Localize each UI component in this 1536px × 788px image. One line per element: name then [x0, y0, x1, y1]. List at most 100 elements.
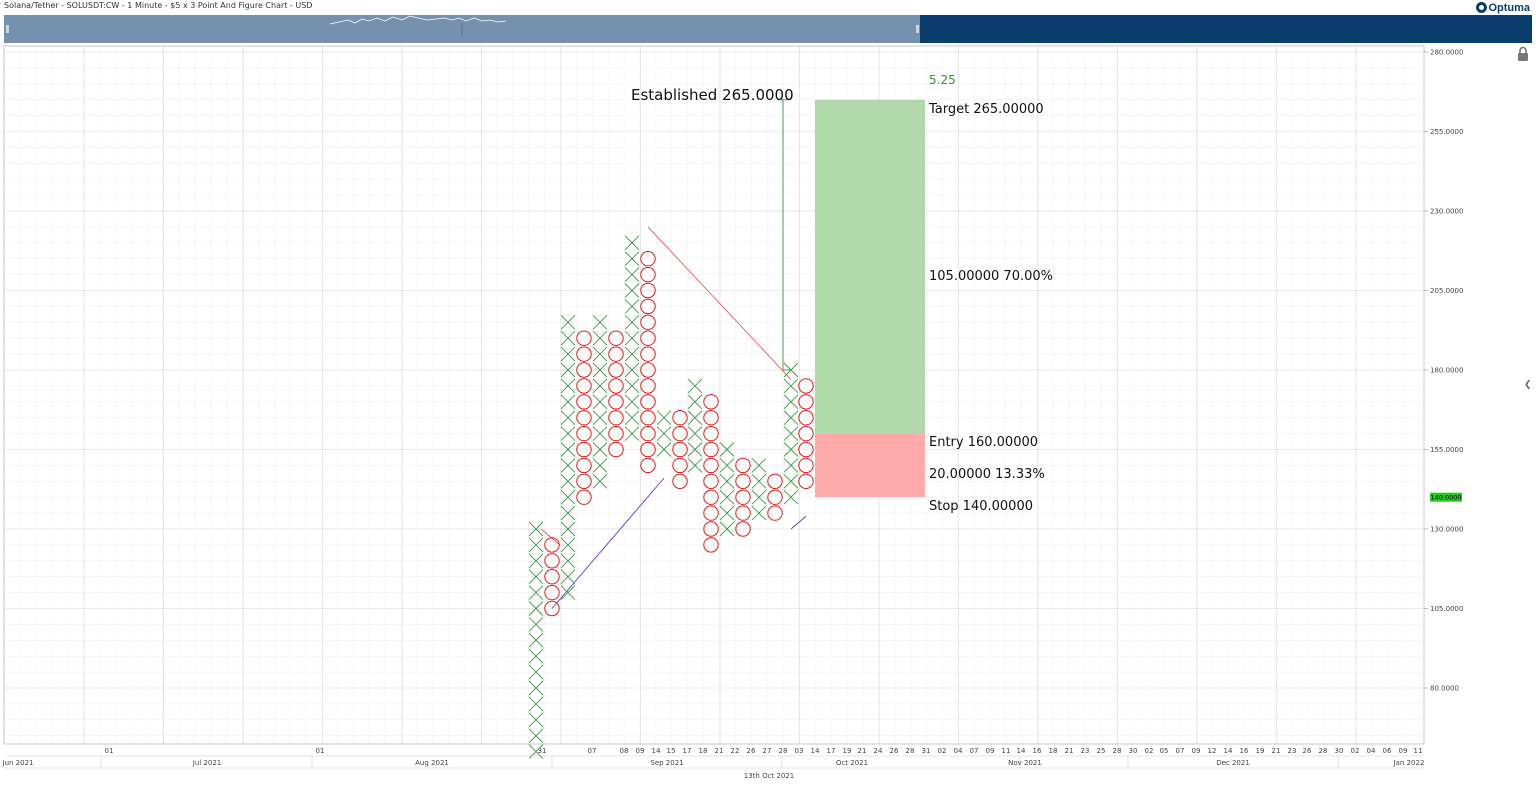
- pf-x-mark: [528, 521, 544, 537]
- pf-x-mark: [783, 394, 799, 410]
- pf-x-mark: [560, 505, 576, 521]
- pf-o-mark: [798, 378, 814, 394]
- pf-o-mark: [703, 457, 719, 474]
- pf-x-mark: [592, 394, 608, 410]
- pf-x-mark: [687, 394, 703, 410]
- collapse-panel-chevron-icon[interactable]: ❮: [1524, 380, 1532, 390]
- date-tick-label: 25: [1097, 747, 1106, 755]
- month-label: Sep 2021: [650, 759, 683, 767]
- pf-o-mark: [640, 330, 656, 346]
- pf-x-mark: [528, 617, 544, 632]
- pf-o-mark: [767, 505, 783, 521]
- brand-logo: Optuma: [1476, 1, 1530, 14]
- pf-o-mark: [544, 553, 560, 569]
- date-tick-label: 19: [843, 747, 852, 755]
- pf-x-mark: [624, 330, 640, 346]
- pf-x-mark: [592, 330, 608, 346]
- month-label: Aug 2021: [415, 759, 449, 767]
- pf-x-mark: [783, 473, 799, 489]
- price-badge-value: 140.0000: [1430, 494, 1461, 502]
- date-tick-label: 23: [1288, 747, 1297, 755]
- date-tick-label: 23: [1081, 747, 1090, 755]
- pf-o-mark: [672, 410, 688, 426]
- pf-o-mark: [672, 473, 688, 489]
- pf-o-mark: [640, 378, 656, 394]
- pf-x-mark: [560, 553, 576, 569]
- pf-o-mark: [640, 314, 656, 330]
- pf-x-mark: [560, 314, 576, 330]
- price-tick-label: 230.0000: [1430, 208, 1463, 216]
- pf-x-mark: [560, 362, 576, 378]
- pf-o-mark: [640, 410, 656, 426]
- pf-x-mark: [624, 283, 640, 298]
- pf-x-mark: [592, 362, 608, 378]
- navigator-right-handle[interactable]: [916, 25, 919, 33]
- stop-label: Stop 140.00000: [929, 499, 1033, 514]
- stop-zone: [815, 433, 925, 498]
- pf-o-mark: [608, 330, 624, 346]
- pf-o-mark: [576, 394, 592, 410]
- pf-o-mark: [703, 394, 719, 410]
- pf-o-mark: [576, 378, 592, 394]
- pf-x-mark: [624, 235, 640, 251]
- pf-x-mark: [560, 410, 576, 426]
- price-tick-label: 155.0000: [1430, 446, 1463, 454]
- pf-o-mark: [672, 441, 688, 458]
- price-tick-label: 205.0000: [1430, 287, 1463, 295]
- pf-x-mark: [624, 346, 640, 362]
- pf-x-mark: [592, 442, 608, 457]
- chart-title: Solana/Tether - SOLUSDT:CW - 1 Minute - …: [4, 1, 313, 10]
- date-tick-label: 17: [827, 747, 836, 755]
- pf-x-mark: [560, 346, 576, 362]
- pf-x-mark: [751, 505, 767, 521]
- price-axis: 80.0000 105.0000 130.0000 155.0000 180.0000 2…: [1424, 49, 1463, 693]
- pf-o-mark: [703, 521, 719, 537]
- pf-x-mark: [528, 601, 544, 616]
- date-tick-label: 14: [1017, 747, 1026, 755]
- target-zone: [815, 99, 925, 434]
- target-label: Target 265.00000: [928, 102, 1044, 117]
- date-tick-label: 04: [954, 747, 963, 755]
- month-label: Oct 2021: [836, 759, 868, 767]
- lock-icon[interactable]: [1516, 46, 1530, 62]
- date-tick-label: 18: [1049, 747, 1058, 755]
- pf-o-mark: [640, 298, 656, 315]
- pf-o-mark: [640, 457, 656, 474]
- established-label: Established 265.0000: [631, 86, 794, 104]
- pf-o-mark: [576, 410, 592, 426]
- pf-o-mark: [640, 394, 656, 410]
- date-tick-label: 11: [1414, 747, 1423, 755]
- pf-x-mark: [560, 569, 576, 585]
- pf-x-mark: [719, 521, 735, 537]
- pf-o-mark: [798, 473, 814, 489]
- date-tick-label: 27: [763, 747, 772, 755]
- pf-o-mark: [576, 473, 592, 489]
- date-tick-label: 21: [1065, 747, 1074, 755]
- brand-name: Optuma: [1488, 1, 1530, 14]
- pf-x-mark: [624, 251, 640, 267]
- pf-x-mark: [624, 426, 640, 441]
- pf-x-mark: [624, 314, 640, 330]
- navigator-left-handle[interactable]: [6, 25, 9, 33]
- pf-o-mark: [608, 410, 624, 426]
- pf-columns: [528, 235, 814, 759]
- pf-o-mark: [608, 425, 624, 442]
- pf-x-mark: [528, 712, 544, 728]
- pf-o-mark: [798, 394, 814, 410]
- pf-x-mark: [560, 521, 576, 537]
- trend-line-resistance: [540, 528, 561, 546]
- pf-x-mark: [560, 537, 576, 553]
- title-bar: Solana/Tether - SOLUSDT:CW - 1 Minute - …: [0, 0, 1536, 14]
- pf-o-mark: [798, 441, 814, 458]
- pf-x-mark: [656, 410, 672, 426]
- pf-o-mark: [576, 330, 592, 346]
- date-tick-label: 14: [811, 747, 820, 755]
- pf-x-mark: [592, 346, 608, 362]
- pf-x-mark: [560, 426, 576, 441]
- navigator-track[interactable]: [920, 15, 1532, 43]
- pf-x-mark: [528, 728, 544, 744]
- date-tick-label: 21: [1272, 747, 1281, 755]
- pf-x-mark: [528, 664, 544, 680]
- chart-navigator[interactable]: [4, 15, 1532, 43]
